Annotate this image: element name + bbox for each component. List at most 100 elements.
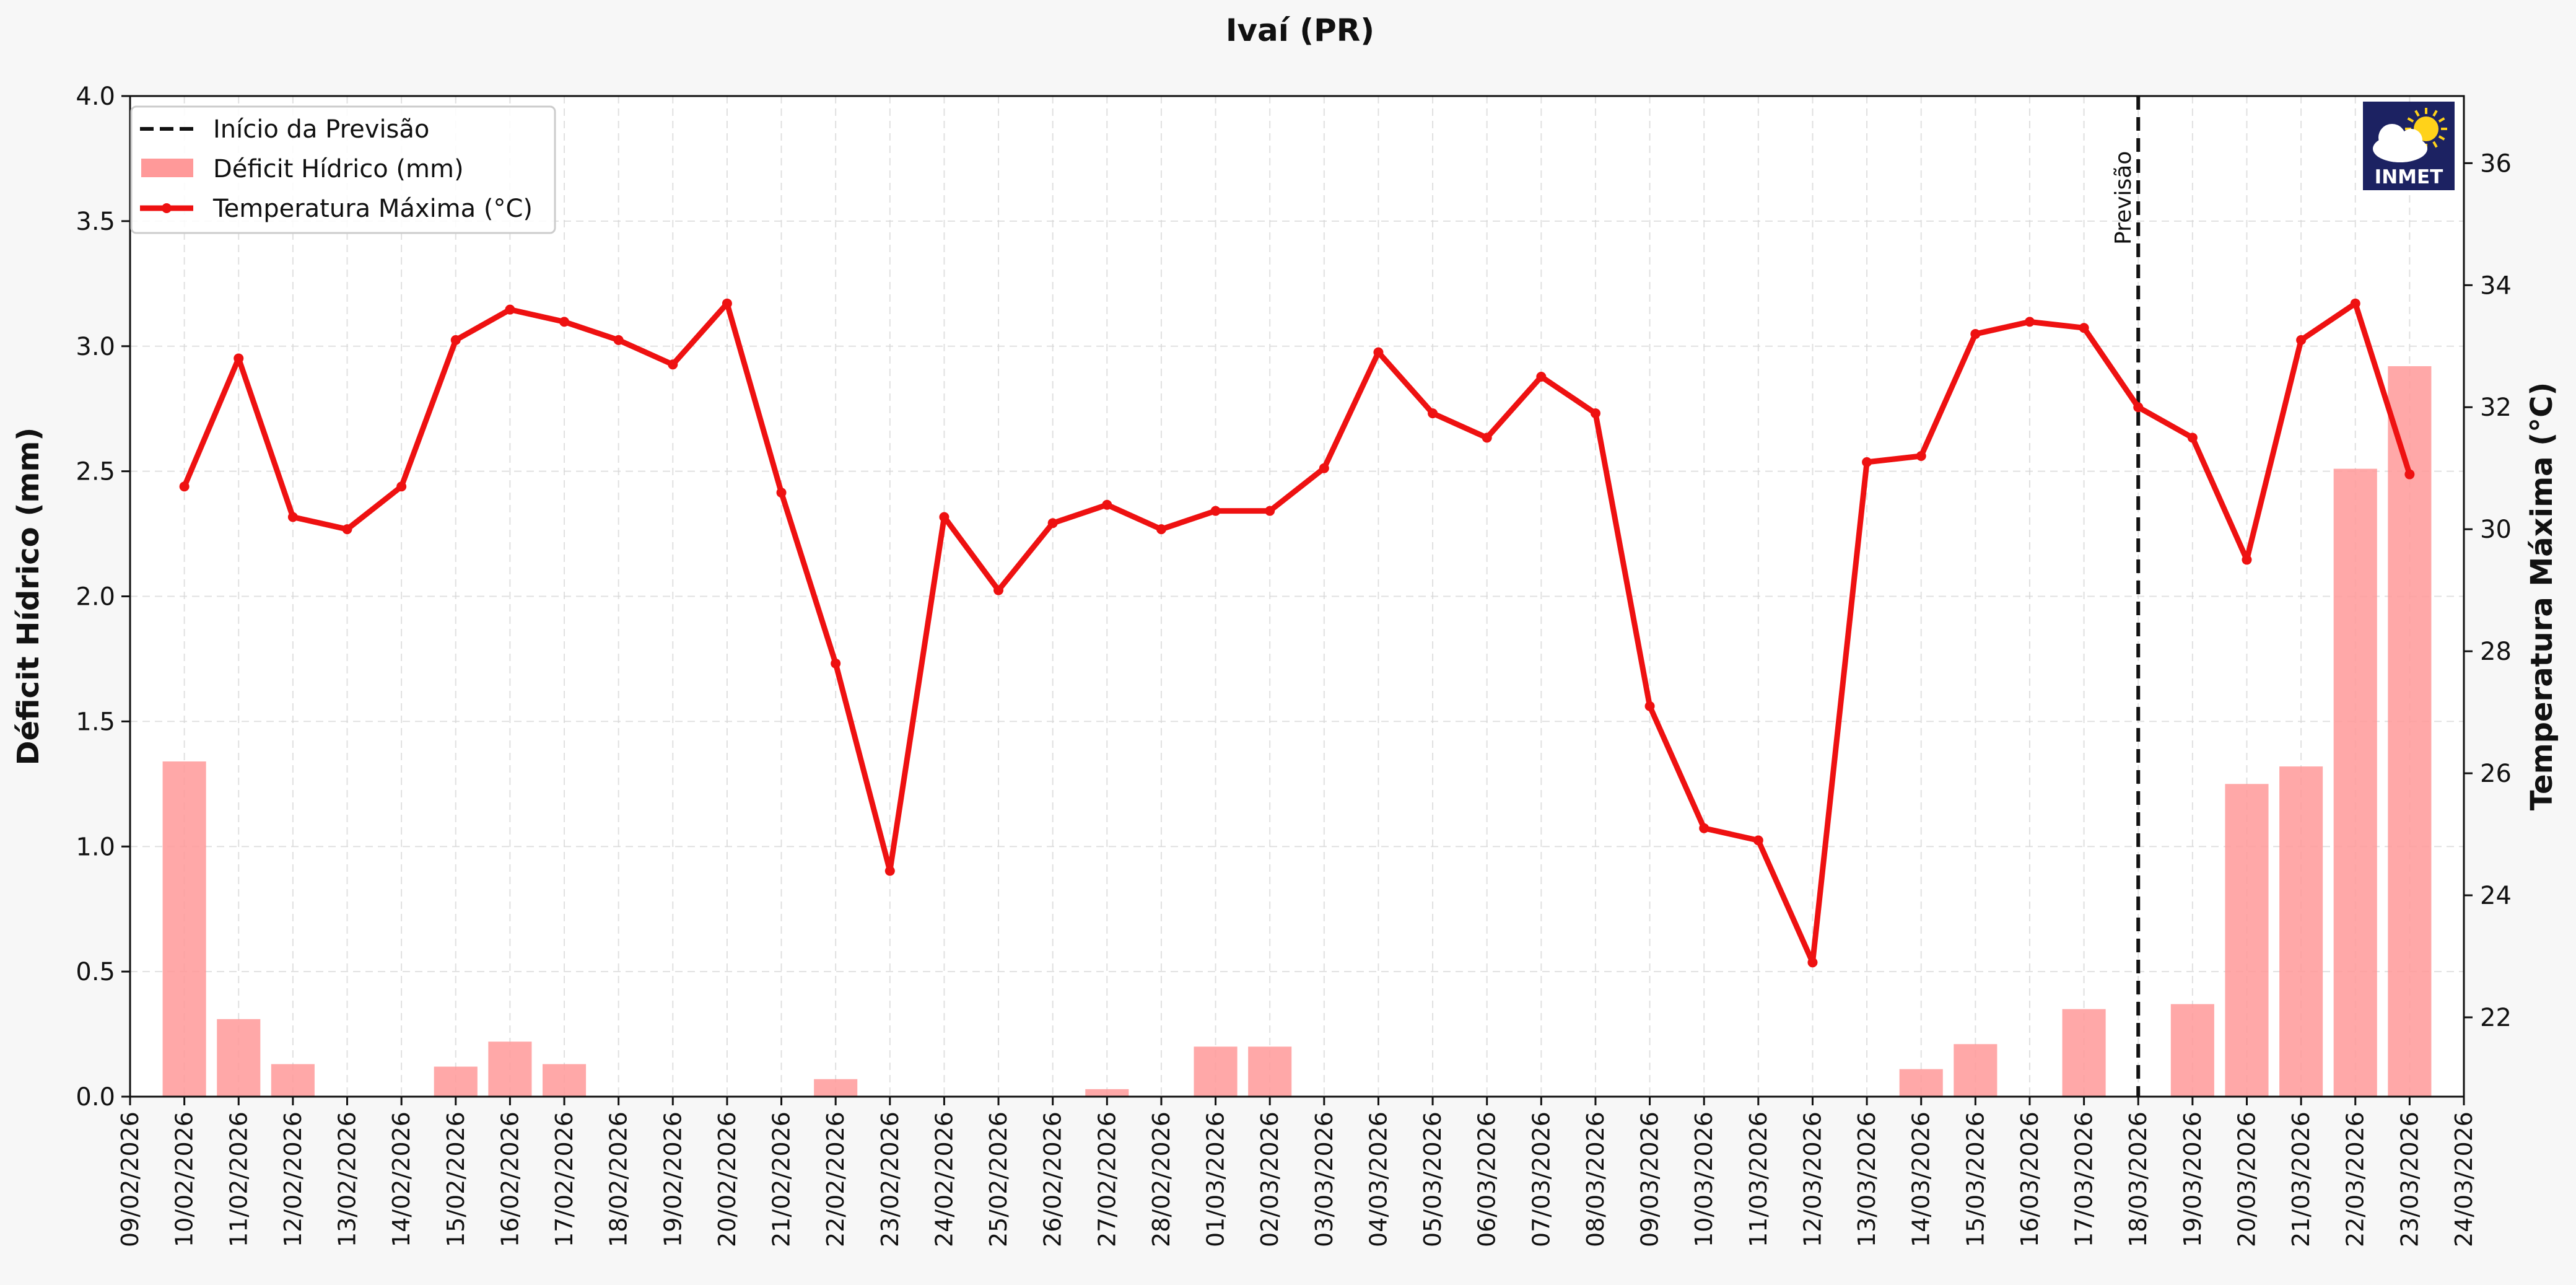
y-axis-left-title: Déficit Hídrico (mm) [11, 428, 46, 766]
temperature-point [776, 488, 787, 498]
legend: Início da Previsão Déficit Hídrico (mm) Te… [130, 105, 556, 234]
bar [1194, 1046, 1238, 1097]
temperature-point [287, 512, 298, 522]
temperature-point [342, 524, 352, 535]
x-tick-label: 21/03/2026 [2287, 1112, 2315, 1247]
y-tick-label-right: 22 [2480, 1004, 2512, 1032]
x-tick-label: 01/03/2026 [1202, 1112, 1229, 1247]
x-tick-label: 23/02/2026 [876, 1112, 904, 1247]
x-tick-label: 22/02/2026 [822, 1112, 849, 1247]
x-tick-label: 14/02/2026 [388, 1112, 415, 1247]
x-tick-label: 02/03/2026 [1256, 1112, 1283, 1247]
y-axis-right-title: Temperatura Máxima (°C) [2525, 382, 2559, 811]
temperature-point [396, 481, 407, 492]
sun-ray [2438, 135, 2445, 141]
y-tick-label-right: 26 [2480, 760, 2512, 788]
temperature-point [559, 317, 570, 327]
bar [2279, 766, 2323, 1097]
x-tick-label: 04/03/2026 [1364, 1112, 1392, 1247]
bar [2388, 366, 2432, 1097]
temperature-point [884, 866, 895, 876]
temperature-point [722, 298, 732, 309]
x-tick-label: 20/02/2026 [714, 1112, 741, 1247]
temperature-point [1590, 408, 1600, 419]
x-tick-label: 11/02/2026 [225, 1112, 252, 1247]
legend-swatch-point [162, 203, 172, 213]
x-tick-label: 09/02/2026 [116, 1112, 144, 1247]
inmet-logo: INMET [2363, 102, 2455, 190]
temperature-point [1265, 506, 1275, 516]
temperature-point [1047, 518, 1058, 528]
bar [2170, 1004, 2214, 1097]
temperature-point [1210, 506, 1221, 516]
y-tick-label-left: 1.0 [76, 833, 115, 861]
y-axis-right: 22 24 26 28 30 32 34 36 [2464, 149, 2512, 1032]
x-tick-label: 14/03/2026 [1908, 1112, 1935, 1247]
temperature-point [179, 481, 190, 492]
y-tick-label-left: 0.5 [76, 958, 115, 986]
bar [271, 1064, 315, 1097]
bar [217, 1019, 261, 1097]
x-tick-label: 15/03/2026 [1962, 1112, 1989, 1247]
x-tick-label: 10/02/2026 [171, 1112, 198, 1247]
temperature-point [1862, 457, 1872, 467]
x-tick-label: 08/03/2026 [1582, 1112, 1609, 1247]
y-tick-label-left: 0.0 [76, 1083, 115, 1112]
temperature-point [1644, 701, 1655, 711]
x-tick-label: 19/03/2026 [2179, 1112, 2206, 1247]
y-tick-label-left: 4.0 [76, 82, 115, 111]
x-tick-label: 20/03/2026 [2233, 1112, 2260, 1247]
temperature-point [1319, 463, 1329, 473]
chart-title: Ivaí (PR) [1226, 12, 1374, 48]
x-tick-label: 18/02/2026 [605, 1112, 632, 1247]
x-tick-label: 17/02/2026 [551, 1112, 578, 1247]
x-tick-label: 12/02/2026 [279, 1112, 307, 1247]
y-tick-label-left: 3.0 [76, 333, 115, 361]
temperature-point [1428, 408, 1438, 419]
x-tick-label: 16/03/2026 [2016, 1112, 2043, 1247]
x-tick-label: 22/03/2026 [2342, 1112, 2369, 1247]
cloud-puff [2378, 124, 2406, 151]
temperature-point [1373, 347, 1384, 357]
temperature-point [2079, 323, 2089, 333]
sun-ray [2432, 141, 2438, 148]
temperature-point [668, 359, 678, 370]
forecast-label: Previsão [2111, 151, 2136, 245]
x-tick-label: 17/03/2026 [2071, 1112, 2098, 1247]
bar [1899, 1069, 1943, 1097]
temperature-line [181, 300, 2412, 965]
y-tick-label-left: 3.5 [76, 208, 115, 236]
x-tick-label: 23/03/2026 [2396, 1112, 2423, 1247]
y-tick-label-right: 28 [2480, 638, 2512, 666]
y-tick-label-left: 2.5 [76, 458, 115, 486]
bar [814, 1079, 858, 1097]
y-tick-label-right: 34 [2480, 271, 2512, 300]
x-tick-label: 12/03/2026 [1799, 1112, 1826, 1247]
x-tick-label: 24/03/2026 [2450, 1112, 2478, 1247]
sun-ray [2407, 117, 2414, 123]
temperature-point [2404, 469, 2415, 480]
bar [162, 761, 206, 1097]
temperature-point [1482, 432, 1492, 443]
temperature-point [1753, 835, 1763, 846]
bar [1085, 1089, 1129, 1097]
x-tick-label: 10/03/2026 [1690, 1112, 1718, 1247]
sun-ray [2438, 117, 2445, 123]
legend-label: Déficit Hídrico (mm) [213, 155, 464, 183]
temperature-point [1807, 957, 1818, 968]
x-tick-label: 18/03/2026 [2124, 1112, 2152, 1247]
x-tick-label: 11/03/2026 [1745, 1112, 1772, 1247]
x-tick-label: 19/02/2026 [659, 1112, 686, 1247]
temperature-point [450, 335, 461, 345]
y-tick-label-right: 32 [2480, 393, 2512, 422]
x-tick-label: 03/03/2026 [1311, 1112, 1338, 1247]
bar [542, 1064, 587, 1097]
y-tick-label-right: 36 [2480, 149, 2512, 178]
logo-text: INMET [2375, 166, 2443, 188]
x-tick-label: 05/03/2026 [1419, 1112, 1446, 1247]
bar [2333, 468, 2377, 1097]
x-tick-label: 24/02/2026 [930, 1112, 958, 1247]
temperature-point [234, 353, 244, 364]
temperature-point [1970, 329, 1981, 340]
x-tick-label: 21/02/2026 [768, 1112, 795, 1247]
